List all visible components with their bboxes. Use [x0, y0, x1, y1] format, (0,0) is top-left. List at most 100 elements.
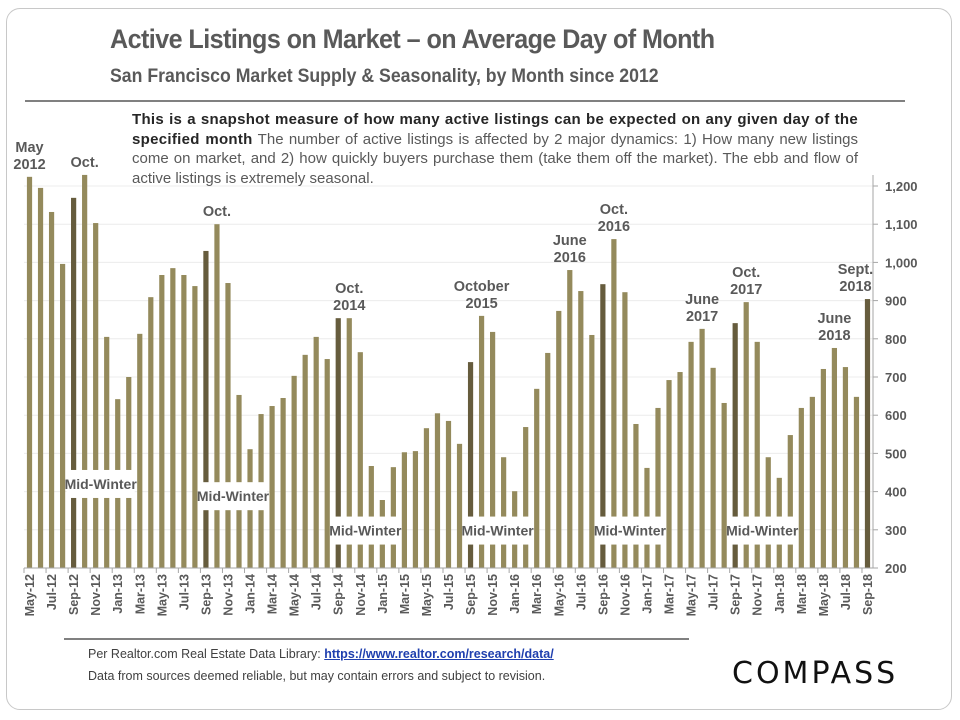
bar	[269, 406, 275, 568]
bar	[809, 396, 815, 568]
peak-annotation: 2014	[333, 298, 365, 314]
bar	[214, 224, 220, 568]
bar	[545, 352, 551, 568]
bar	[534, 388, 540, 568]
peak-annotation: Sept.	[838, 262, 873, 278]
bar	[93, 223, 99, 568]
bar	[831, 347, 838, 568]
y-tick-label: 1,200	[885, 179, 918, 194]
x-axis: May-12 Jul-12 Sep-12 Nov-12 Jan-13 Mar-13 May-…	[23, 567, 875, 616]
bar	[732, 323, 738, 568]
x-tick-label: May-16	[552, 574, 566, 616]
bar	[578, 291, 584, 568]
peak-annotation: 2012	[13, 157, 45, 173]
x-tick-label: May-18	[817, 574, 831, 616]
peak-annotation: 2018	[839, 279, 871, 295]
gridlines	[24, 185, 873, 531]
x-tick-label: Sep-13	[199, 574, 213, 615]
bar	[611, 239, 617, 568]
mid-winter-labels: Mid-Winter Mid-Winter Mid-Winter Mid-Winter…	[65, 469, 799, 545]
x-tick-label: Jul-16	[574, 574, 588, 610]
y-axis: 200 300 400 500 600 700 800 900 1,000 1,100 1,200	[872, 175, 918, 576]
peak-annotation: June	[553, 233, 587, 249]
bar	[357, 352, 363, 568]
bar	[456, 443, 463, 568]
x-tick-label: May-12	[23, 574, 37, 616]
x-tick-label: Jul-14	[310, 574, 324, 610]
peak-annotation: Oct.	[203, 204, 231, 220]
bar	[324, 359, 330, 568]
bar	[633, 423, 639, 568]
x-tick-label: Jan-17	[640, 574, 654, 614]
bar	[434, 413, 441, 568]
bar	[490, 331, 496, 568]
peak-annotation: 2017	[730, 282, 762, 298]
chart-title: Active Listings on Market – on Average D…	[110, 24, 715, 54]
bar	[302, 354, 308, 568]
x-tick-label: Jul-18	[839, 574, 853, 610]
bar	[192, 286, 198, 568]
peak-annotation: 2015	[465, 296, 497, 312]
x-tick-label: May-14	[288, 574, 302, 616]
description-bold: This is a snapshot measure of how many a…	[132, 111, 858, 148]
x-tick-label: Jan-15	[376, 574, 390, 614]
bar	[137, 333, 143, 568]
x-tick-label: Jan-18	[773, 574, 787, 614]
x-tick-label: Mar-14	[266, 574, 280, 614]
bar	[556, 310, 562, 568]
band-label: Mid-Winter	[197, 488, 270, 504]
x-tick-label: Jul-17	[707, 574, 721, 610]
band-label-box	[595, 516, 664, 545]
y-tick-label: 1,000	[885, 255, 918, 270]
bar	[677, 372, 683, 568]
y-tick-label: 600	[885, 408, 907, 423]
y-tick-label: 300	[885, 523, 907, 538]
bar	[798, 407, 804, 568]
bar	[523, 427, 529, 568]
bar	[600, 284, 606, 568]
y-tick-label: 800	[885, 332, 907, 347]
x-tick-label: Nov-15	[486, 574, 500, 616]
x-tick-label: Nov-16	[618, 574, 632, 616]
bar	[82, 174, 88, 568]
description-body: The number of active listings is affecte…	[132, 130, 859, 187]
source-note: Per Realtor.com Real Estate Data Library…	[88, 647, 554, 661]
x-tick-label: Jan-16	[508, 574, 522, 614]
bar	[467, 362, 474, 568]
bar	[864, 299, 871, 568]
bar	[743, 302, 749, 568]
bar	[401, 452, 407, 568]
bar	[699, 328, 705, 568]
chart-subtitle: San Francisco Market Supply & Seasonalit…	[110, 66, 659, 87]
bar	[842, 367, 849, 568]
bar	[280, 398, 286, 568]
x-tick-label: Nov-17	[751, 574, 765, 616]
bar	[787, 435, 793, 568]
band-label-box	[66, 469, 135, 498]
bar	[48, 211, 55, 568]
bar	[721, 402, 727, 568]
source-link[interactable]: https://www.realtor.com/research/data/	[324, 647, 554, 661]
bars	[26, 174, 871, 569]
bar	[688, 341, 694, 568]
footer-divider	[64, 638, 689, 640]
x-tick-label: Jan-13	[111, 574, 125, 614]
x-tick-label: Nov-13	[221, 574, 235, 616]
bar	[181, 275, 187, 568]
y-tick-label: 500	[885, 446, 907, 461]
y-tick-label: 200	[885, 561, 907, 576]
disclaimer: Data from sources deemed reliable, but m…	[88, 669, 546, 683]
peak-annotation: June	[817, 311, 851, 327]
peak-annotation: May	[15, 140, 43, 156]
bar	[567, 270, 573, 568]
x-tick-label: Mar-16	[530, 574, 544, 614]
band-label: Mid-Winter	[329, 523, 402, 539]
x-tick-label: Jul-15	[442, 574, 456, 610]
bar	[622, 292, 628, 568]
x-tick-label: Sep-15	[464, 574, 478, 615]
bar	[346, 318, 352, 568]
x-tick-label: Sep-16	[596, 574, 610, 615]
x-tick-label: Mar-15	[398, 574, 412, 614]
peak-annotation: 2018	[818, 328, 850, 344]
